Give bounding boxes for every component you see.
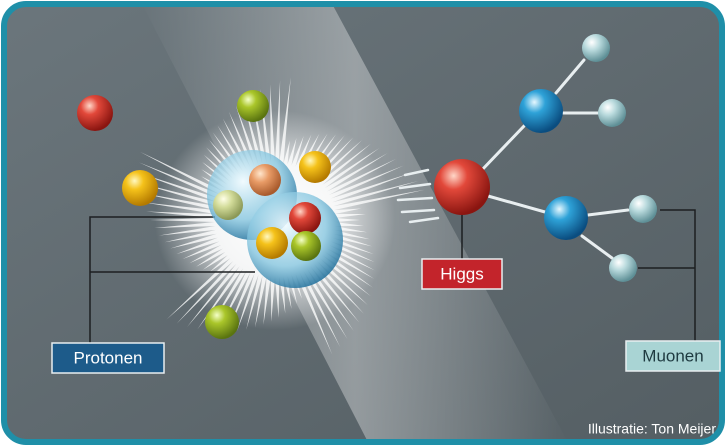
muon — [609, 254, 637, 282]
higgs-particle — [434, 159, 490, 215]
particle — [237, 90, 269, 122]
quark — [213, 190, 243, 220]
particle — [299, 151, 331, 183]
credit: Illustratie: Ton Meijer — [588, 421, 716, 437]
quark — [289, 202, 321, 234]
quark — [249, 164, 281, 196]
protons-label: Protonen — [74, 348, 143, 367]
particle — [205, 305, 239, 339]
quark — [291, 231, 321, 261]
quark — [256, 227, 288, 259]
muon — [629, 195, 657, 223]
higgs-label: Higgs — [440, 264, 483, 283]
particle — [122, 170, 158, 206]
boson — [519, 89, 563, 133]
muon — [598, 99, 626, 127]
particle — [77, 95, 113, 131]
page: Higgs Protonen Muonen Illustratie: Ton M… — [0, 0, 726, 446]
illustration: Higgs Protonen Muonen Illustratie: Ton M… — [0, 0, 726, 446]
boson — [544, 196, 588, 240]
muons-label: Muonen — [642, 346, 703, 365]
panel — [0, 0, 726, 446]
muon — [582, 34, 610, 62]
